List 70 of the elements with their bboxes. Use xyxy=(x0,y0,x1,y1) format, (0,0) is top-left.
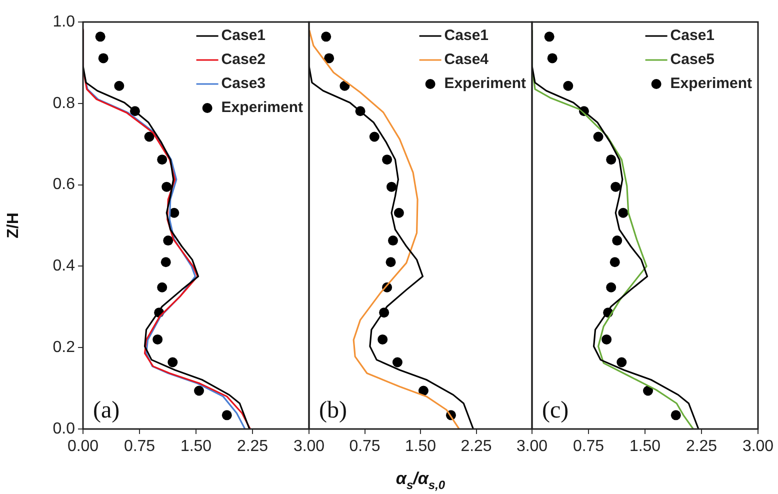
legend-label: Case1 xyxy=(221,27,266,44)
annotation: (b) xyxy=(319,397,347,424)
point xyxy=(157,154,168,165)
point xyxy=(386,257,396,268)
point xyxy=(610,182,621,192)
legend-label: Case1 xyxy=(670,27,715,44)
x-tick-label: 1.50 xyxy=(404,438,436,456)
point xyxy=(392,357,402,368)
point xyxy=(388,236,398,246)
x-tick-label: 1.50 xyxy=(180,438,212,456)
point xyxy=(321,32,332,42)
legend-label: Case1 xyxy=(444,27,489,44)
x-tick-label: 3.00 xyxy=(293,438,325,456)
point xyxy=(160,257,171,268)
x-tick-label: 3.00 xyxy=(516,438,548,456)
legend-label: Case3 xyxy=(221,75,266,92)
point xyxy=(602,334,612,344)
point xyxy=(163,236,174,246)
y-tick-label: 0.0 xyxy=(52,420,76,438)
legend-label: Experiment xyxy=(221,99,304,116)
point xyxy=(643,386,654,396)
point xyxy=(114,80,124,91)
legend-label: Experiment xyxy=(670,75,752,92)
point xyxy=(324,53,334,64)
point xyxy=(547,53,558,64)
y-tick-label: 0.8 xyxy=(52,94,76,112)
point xyxy=(612,236,622,246)
x-tick-label: 0.75 xyxy=(124,438,156,456)
point xyxy=(168,357,178,368)
point xyxy=(152,334,163,344)
point xyxy=(162,182,172,192)
point xyxy=(194,386,204,396)
x-tick-label: 2.25 xyxy=(236,438,268,456)
point xyxy=(563,80,574,91)
point xyxy=(544,32,554,42)
point xyxy=(616,357,627,368)
point xyxy=(386,182,397,192)
point xyxy=(606,282,616,292)
point xyxy=(382,154,392,165)
x-tick-label: 0.75 xyxy=(349,438,380,456)
x-tick-label: 2.25 xyxy=(686,438,718,456)
point xyxy=(222,410,232,420)
point xyxy=(606,154,616,165)
legend-label: Case2 xyxy=(221,51,266,68)
point xyxy=(618,208,628,218)
annotation: (a) xyxy=(93,397,120,424)
legend-label: Experiment xyxy=(444,75,526,92)
point xyxy=(670,410,681,420)
y-tick-label: 0.2 xyxy=(52,339,76,356)
point xyxy=(610,257,620,268)
point xyxy=(369,132,380,142)
legend-label: Case5 xyxy=(670,51,715,68)
point xyxy=(394,208,404,218)
legend-label: Case4 xyxy=(444,51,490,68)
point xyxy=(98,53,108,64)
point xyxy=(593,132,604,142)
y-tick-label: 0.4 xyxy=(52,258,76,275)
x-tick-label: 0.00 xyxy=(67,438,99,456)
point xyxy=(144,132,154,142)
y-tick-label: 0.6 xyxy=(52,176,76,194)
x-tick-label: 1.50 xyxy=(629,438,661,456)
annotation: (c) xyxy=(542,397,569,424)
x-tick-label: 2.25 xyxy=(460,438,492,456)
x-tick-label: 0.75 xyxy=(572,438,604,456)
y-axis-title: Z/H xyxy=(5,212,22,238)
point xyxy=(95,32,106,42)
point xyxy=(378,334,388,344)
point xyxy=(157,282,168,292)
y-tick-label: 1.0 xyxy=(52,13,76,30)
x-tick-label: 3.00 xyxy=(742,438,774,456)
